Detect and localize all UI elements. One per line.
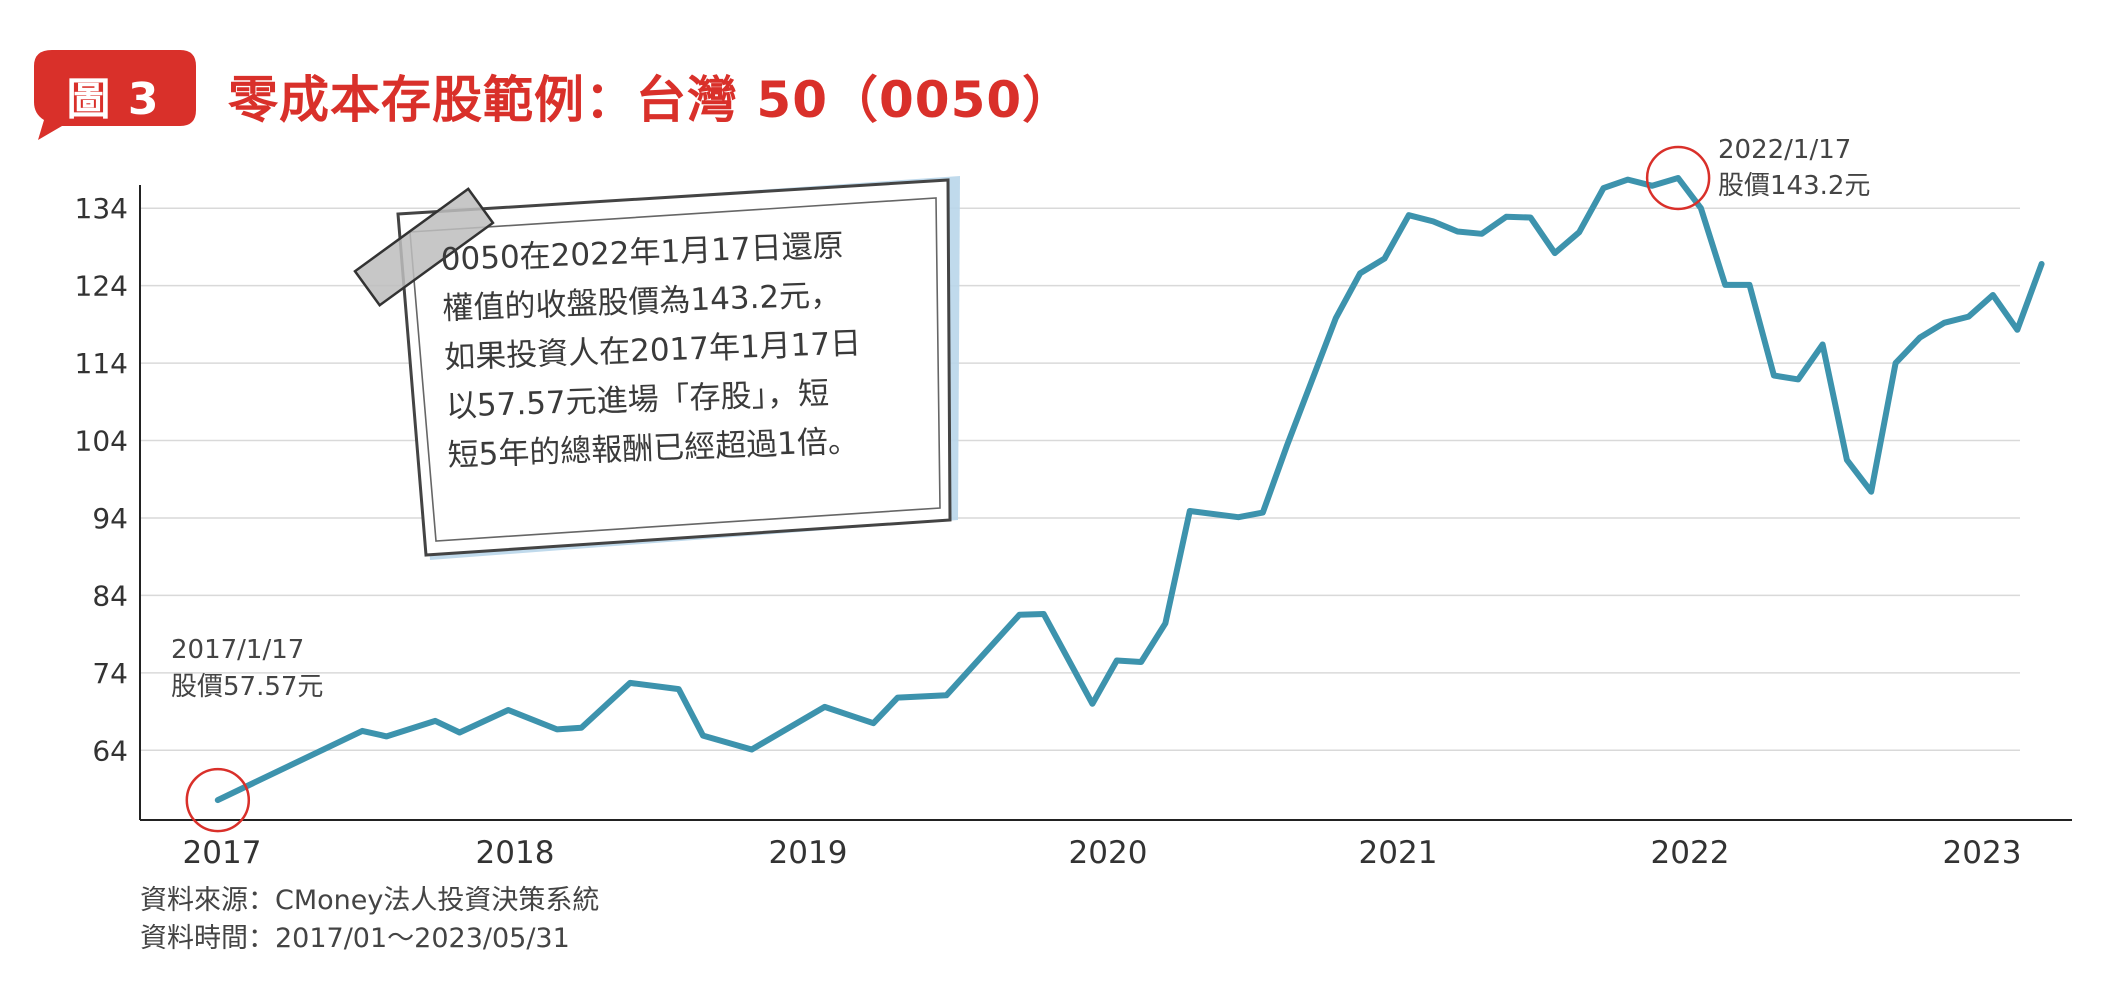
note-card-paper <box>396 178 952 557</box>
tape-strip <box>353 187 495 307</box>
y-axis-ticks: 64 74 84 94 104 114 124 134 <box>75 192 128 767</box>
x-tick-label: 2022 <box>1651 835 1730 871</box>
source-line: 資料來源：CMoney法人投資決策系統 <box>140 885 600 916</box>
y-tick-label: 104 <box>75 425 128 458</box>
annotation-peak-date: 2022/1/17 <box>1718 135 1851 165</box>
y-tick-label: 94 <box>92 502 128 535</box>
x-axis-ticks: 2017 2018 2019 2020 2021 2022 2023 <box>183 835 2022 871</box>
y-tick-label: 124 <box>75 270 128 303</box>
x-tick-label: 2018 <box>476 835 555 871</box>
y-tick-label: 64 <box>92 734 128 767</box>
y-tick-label: 134 <box>75 192 128 225</box>
source-info: 資料來源：CMoney法人投資決策系統 資料時間：2017/01～2023/05… <box>140 882 599 958</box>
note-card <box>353 176 960 560</box>
highlight-circle-start <box>185 767 251 833</box>
x-tick-label: 2021 <box>1359 835 1438 871</box>
y-tick-label: 74 <box>92 657 128 690</box>
annotation-start-price: 股價57.57元 <box>171 672 323 702</box>
figure-badge: 圖 3 <box>66 74 160 125</box>
figure-badge-shape <box>34 50 196 140</box>
series-line <box>214 175 2045 804</box>
highlight-circle-peak <box>1645 145 1711 211</box>
chart-title: 零成本存股範例：台灣 50（0050） <box>228 71 1074 129</box>
annotation-start-date: 2017/1/17 <box>171 635 304 665</box>
x-tick-label: 2017 <box>183 835 262 871</box>
x-tick-label: 2023 <box>1943 835 2022 871</box>
note-card-inner-border <box>409 197 941 542</box>
x-tick-label: 2020 <box>1069 835 1148 871</box>
x-tick-label: 2019 <box>769 835 848 871</box>
y-tick-label: 84 <box>92 579 128 612</box>
note-text: 0050在2022年1月17日還原 權值的收盤股價為143.2元， 如果投資人在… <box>440 219 938 481</box>
source-date-line: 資料時間：2017/01～2023/05/31 <box>140 923 570 954</box>
y-tick-label: 114 <box>75 347 128 380</box>
annotation-peak-price: 股價143.2元 <box>1718 171 1870 201</box>
